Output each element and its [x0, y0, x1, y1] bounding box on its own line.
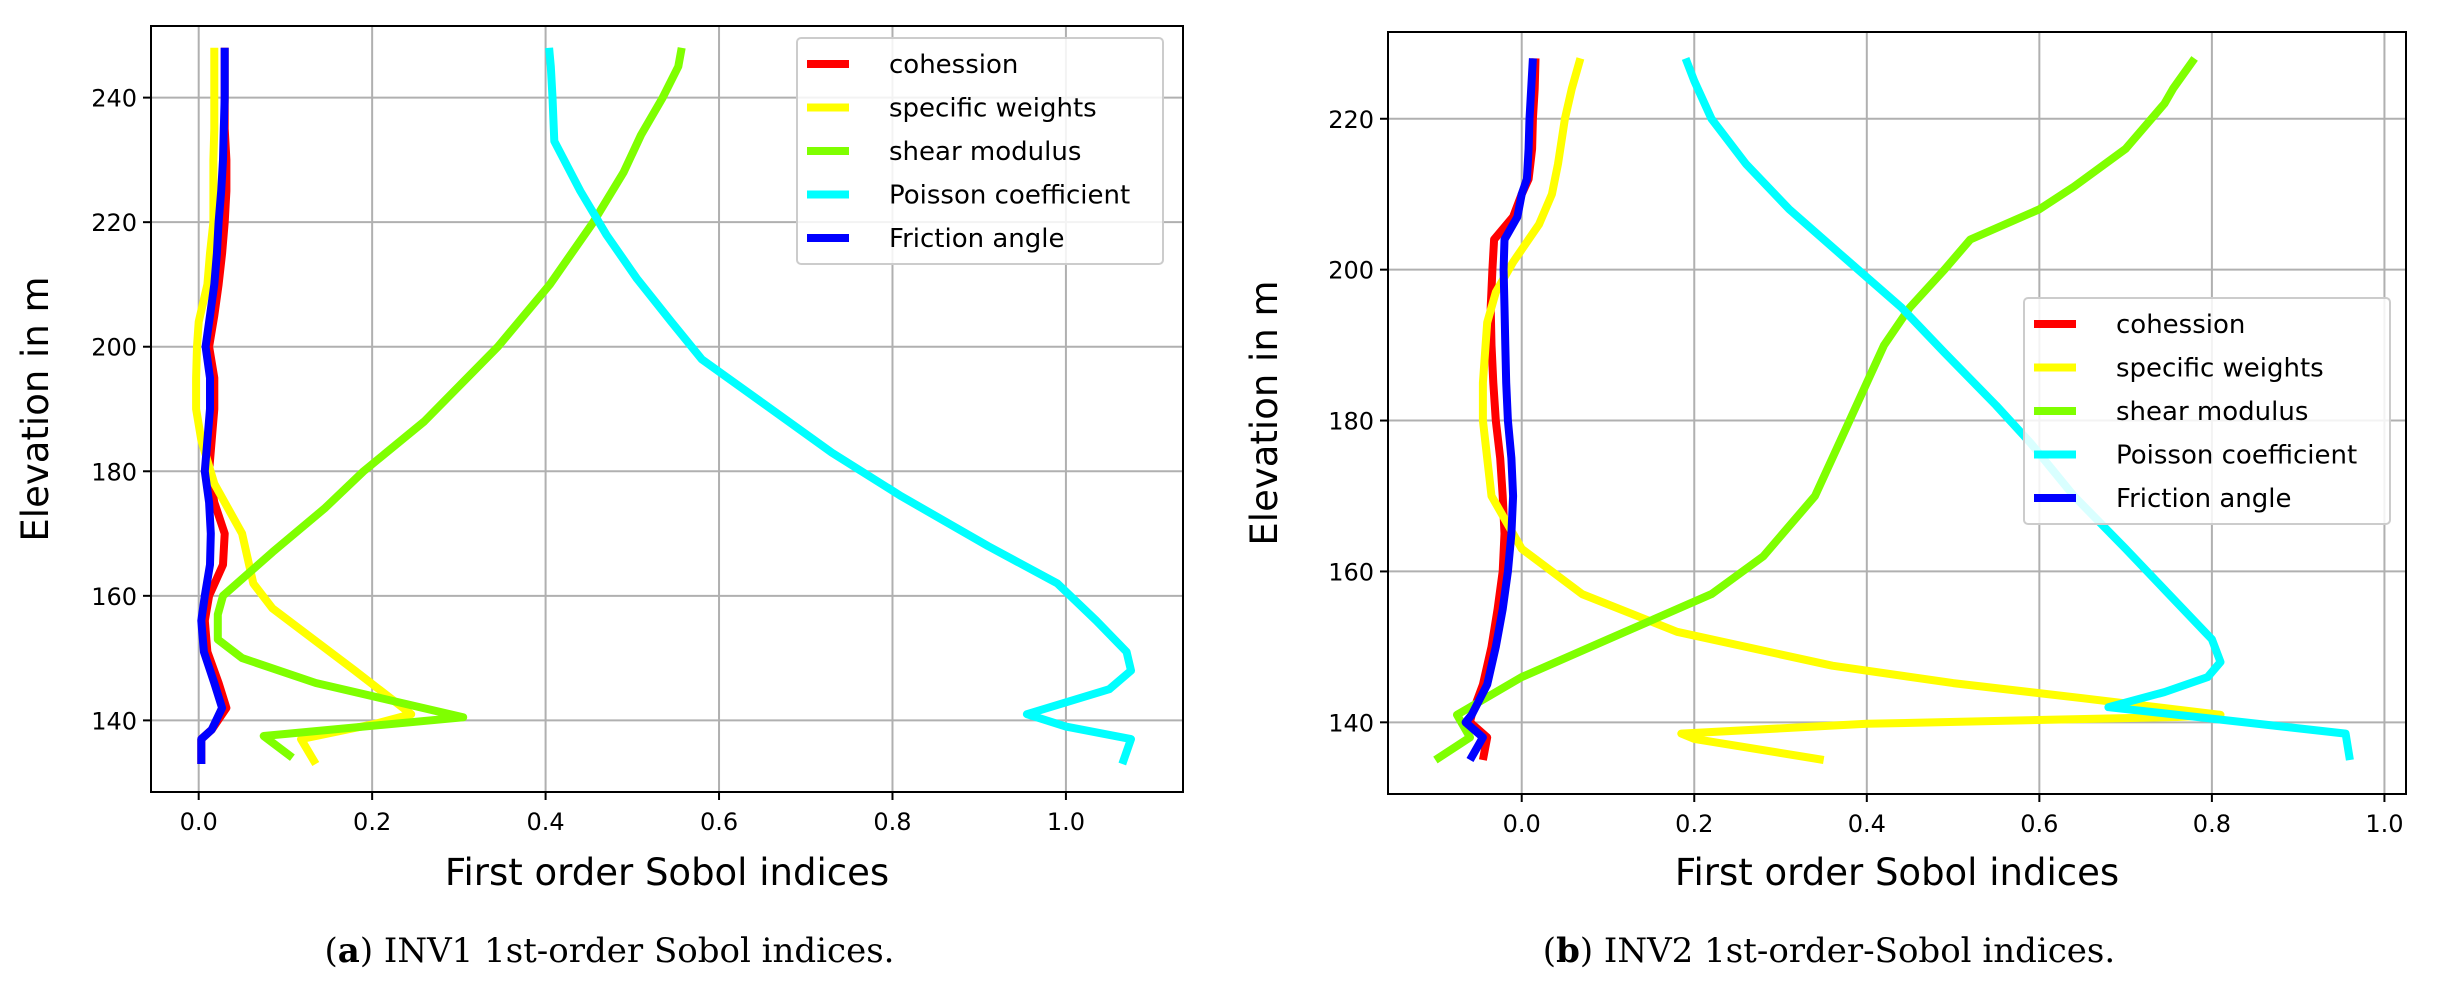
x-tick-label: 0.4	[527, 808, 565, 836]
y-tick-label: 160	[91, 583, 137, 611]
legend-label-shear-modulus: shear modulus	[889, 137, 1081, 167]
caption-b-text: INV2 1st-order-Sobol indices.	[1593, 931, 2116, 971]
legend-box	[796, 37, 1164, 265]
x-axis-title: First order Sobol indices	[445, 851, 889, 894]
x-axis-title: First order Sobol indices	[1675, 851, 2119, 894]
series-line-shear-modulus	[213, 47, 686, 761]
x-tick-label: 0.4	[1848, 810, 1886, 838]
caption-a-text: INV1 1st-order Sobol indices.	[373, 931, 895, 971]
x-tick-label: 0.8	[2193, 810, 2231, 838]
legend-label-cohession: cohession	[889, 50, 1018, 80]
x-tick-label: 0.6	[700, 808, 738, 836]
caption-b: (b) INV2 1st-order-Sobol indices.	[1542, 931, 2116, 971]
y-axis-title: Elevation in m	[1243, 280, 1286, 545]
plot-frame	[1387, 31, 2407, 795]
legend-label-poisson-coefficient: Poisson coefficient	[889, 181, 1130, 211]
y-tick-label: 200	[1328, 257, 1374, 285]
series-line-specific-weights	[1478, 57, 2225, 764]
series-line-specific-weights	[192, 47, 416, 767]
y-tick-label: 220	[1328, 106, 1374, 134]
y-tick-label: 140	[91, 707, 137, 735]
y-tick-label: 180	[1328, 408, 1374, 436]
legend: cohession specific weights shear modulus Po…	[2023, 297, 2391, 525]
series-group	[1433, 56, 2354, 764]
y-tick-label: 200	[91, 334, 137, 362]
series-line-poisson-coefficient	[545, 47, 1135, 766]
y-tick-label: 220	[91, 209, 137, 237]
legend-label-shear-modulus: shear modulus	[2116, 397, 2308, 427]
legend-label-poisson-coefficient: Poisson coefficient	[2116, 441, 2357, 471]
series-line-cohession	[197, 47, 231, 764]
x-tick-label: 0.8	[873, 808, 911, 836]
y-axis-title: Elevation in m	[14, 276, 57, 541]
y-tick-label: 160	[1328, 558, 1374, 586]
series-line-friction-angle	[1461, 58, 1537, 762]
series-line-friction-angle	[197, 47, 229, 764]
x-tick-label: 1.0	[2365, 810, 2403, 838]
legend: cohession specific weights shear modulus Po…	[796, 37, 1164, 265]
chart-b-svg: 0.0 0.2 0.4 0.6 0.8 1.0 140 160 180 200 220 First o…	[1243, 31, 2407, 894]
series-line-shear-modulus	[1433, 56, 2198, 764]
x-tick-label: 0.0	[180, 808, 218, 836]
x-tick-label: 0.2	[1675, 810, 1713, 838]
legend-box	[2023, 297, 2391, 525]
x-tick-label: 1.0	[1047, 808, 1085, 836]
series-group	[192, 47, 1135, 767]
legend-label-friction-angle: Friction angle	[889, 224, 1064, 254]
legend-label-friction-angle: Friction angle	[2116, 484, 2291, 514]
y-tick-label: 180	[91, 458, 137, 486]
caption-a-letter: a	[337, 931, 360, 971]
caption-a: (a) INV1 1st-order Sobol indices.	[324, 931, 895, 971]
legend-label-specific-weights: specific weights	[2116, 354, 2324, 384]
chart-panel-a: 0.0 0.2 0.4 0.6 0.8 1.0 140 160 180 200 220 240 Firs…	[0, 0, 1219, 989]
y-tick-label: 140	[1328, 709, 1374, 737]
plot-frame	[150, 25, 1184, 793]
y-tick-label: 240	[91, 85, 137, 113]
legend-label-specific-weights: specific weights	[889, 94, 1097, 124]
legend-label-cohession: cohession	[2116, 310, 2245, 340]
x-tick-label: 0.6	[2020, 810, 2058, 838]
caption-b-letter: b	[1556, 931, 1580, 971]
x-tick-label: 0.2	[353, 808, 391, 836]
chart-panel-b: 0.0 0.2 0.4 0.6 0.8 1.0 140 160 180 200 220 First o…	[1219, 0, 2439, 989]
x-tick-label: 0.0	[1503, 810, 1541, 838]
chart-a-svg: 0.0 0.2 0.4 0.6 0.8 1.0 140 160 180 200 220 240 Firs…	[14, 25, 1184, 894]
